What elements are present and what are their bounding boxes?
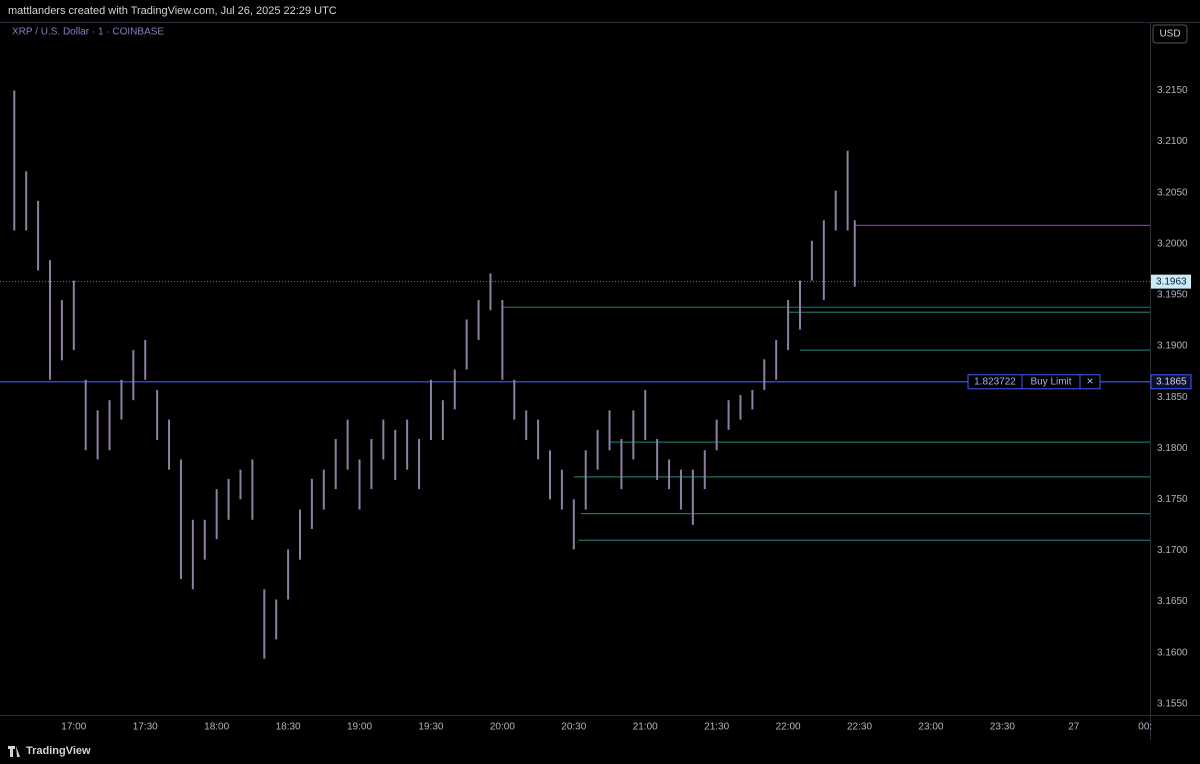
x-tick-label: 23:00 (918, 722, 943, 733)
y-tick-label: 3.1900 (1157, 341, 1188, 352)
y-tick-label: 3.1700 (1157, 545, 1188, 556)
x-tick-label: 23:30 (990, 722, 1015, 733)
y-tick-label: 3.2150 (1157, 85, 1188, 96)
footer (0, 740, 1200, 764)
currency[interactable]: USD (1159, 29, 1180, 40)
x-tick-label: 18:00 (204, 722, 229, 733)
x-tick-label: 22:00 (776, 722, 801, 733)
y-tick-label: 3.2100 (1157, 136, 1188, 147)
order-side[interactable]: Buy Limit (1030, 376, 1071, 387)
x-tick-label: 21:00 (633, 722, 658, 733)
order-close[interactable]: × (1086, 374, 1093, 388)
x-tick-label: 18:30 (276, 722, 301, 733)
x-tick-label: 21:30 (704, 722, 729, 733)
y-tick-label: 3.1850 (1157, 392, 1188, 403)
currency-box[interactable] (1152, 24, 1188, 44)
axis-border (0, 715, 1200, 716)
logo (8, 746, 20, 757)
y-tick-label: 3.1550 (1157, 698, 1188, 709)
y-tick-label: 3.1750 (1157, 494, 1188, 505)
order-price: 3.1865 (1156, 376, 1187, 387)
x-tick-label: 20:00 (490, 722, 515, 733)
x-tick-label: 00: (1138, 722, 1152, 733)
last-price-tag (1151, 274, 1191, 289)
x-tick-label: 27 (1068, 722, 1080, 733)
y-tick-label: 3.2050 (1157, 187, 1188, 198)
header-title: mattlanders created with TradingView.com… (8, 5, 337, 17)
y-tick-label: 3.1650 (1157, 596, 1188, 607)
y-tick-label: 3.2000 (1157, 238, 1188, 249)
order-price-tag (1150, 374, 1192, 390)
order-box[interactable] (967, 374, 1101, 390)
divider (0, 22, 1200, 23)
y-tick-label: 3.1600 (1157, 647, 1188, 658)
symbol-title: XRP / U.S. Dollar · 1 · COINBASE (12, 27, 164, 38)
last-price: 3.1963 (1156, 276, 1187, 287)
x-tick-label: 19:00 (347, 722, 372, 733)
x-tick-label: 17:00 (61, 722, 86, 733)
x-tick-label: 22:30 (847, 722, 872, 733)
y-tick-label: 3.1800 (1157, 443, 1188, 454)
y-tick-label: 3.1950 (1157, 290, 1188, 301)
x-tick-label: 17:30 (133, 722, 158, 733)
x-tick-label: 19:30 (418, 722, 443, 733)
brand: TradingView (26, 745, 91, 757)
x-tick-label: 20:30 (561, 722, 586, 733)
order-qty[interactable]: 1.823722 (974, 376, 1016, 387)
